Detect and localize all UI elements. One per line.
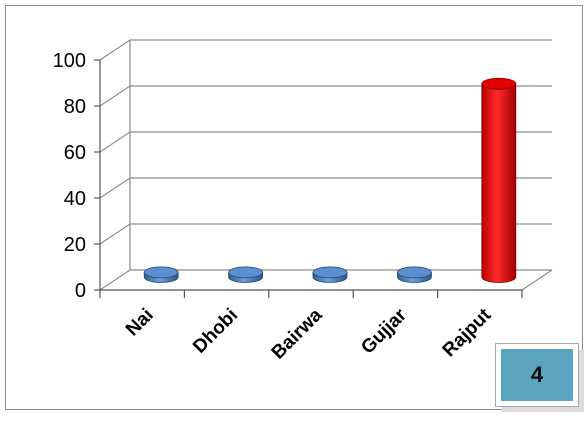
x-category-label: Rajput — [439, 304, 496, 361]
bar-cap-dhobi — [228, 266, 264, 279]
y-tick-label: 60 — [64, 142, 86, 164]
x-category-label: Bairwa — [268, 304, 327, 363]
y-tick-label: 80 — [64, 96, 86, 118]
slide-number-badge: 4 — [495, 343, 579, 407]
gridline-depth — [99, 39, 131, 61]
bar-cap-bairwa — [312, 266, 348, 279]
bar-cap-gujjar — [396, 266, 432, 279]
x-category-label: Dhobi — [189, 305, 242, 358]
gridline-depth — [99, 269, 131, 291]
chart-frame — [5, 5, 583, 410]
gridline-depth — [99, 131, 131, 153]
axis-layer — [94, 40, 553, 298]
y-tick-label: 40 — [64, 188, 86, 210]
y-tick-label: 0 — [75, 280, 86, 302]
y-tick-label: 20 — [64, 234, 86, 256]
y-tick-label: 100 — [53, 50, 86, 72]
floor-edge — [521, 269, 553, 291]
label-layer: 0 20 40 60 80 100 Nai Dhobi Bairwa Gujjar Rajput — [53, 50, 496, 364]
x-category-label: Nai — [122, 305, 158, 341]
bar-layer — [143, 77, 517, 283]
bar-rajput — [481, 83, 517, 283]
x-category-label: Gujjar — [357, 304, 411, 358]
gridline-depth — [99, 85, 131, 107]
gridline-depth — [99, 223, 131, 245]
gridline-depth — [99, 177, 131, 199]
bar-cap-rajput — [481, 77, 517, 90]
bar-cap-nai — [143, 266, 179, 279]
